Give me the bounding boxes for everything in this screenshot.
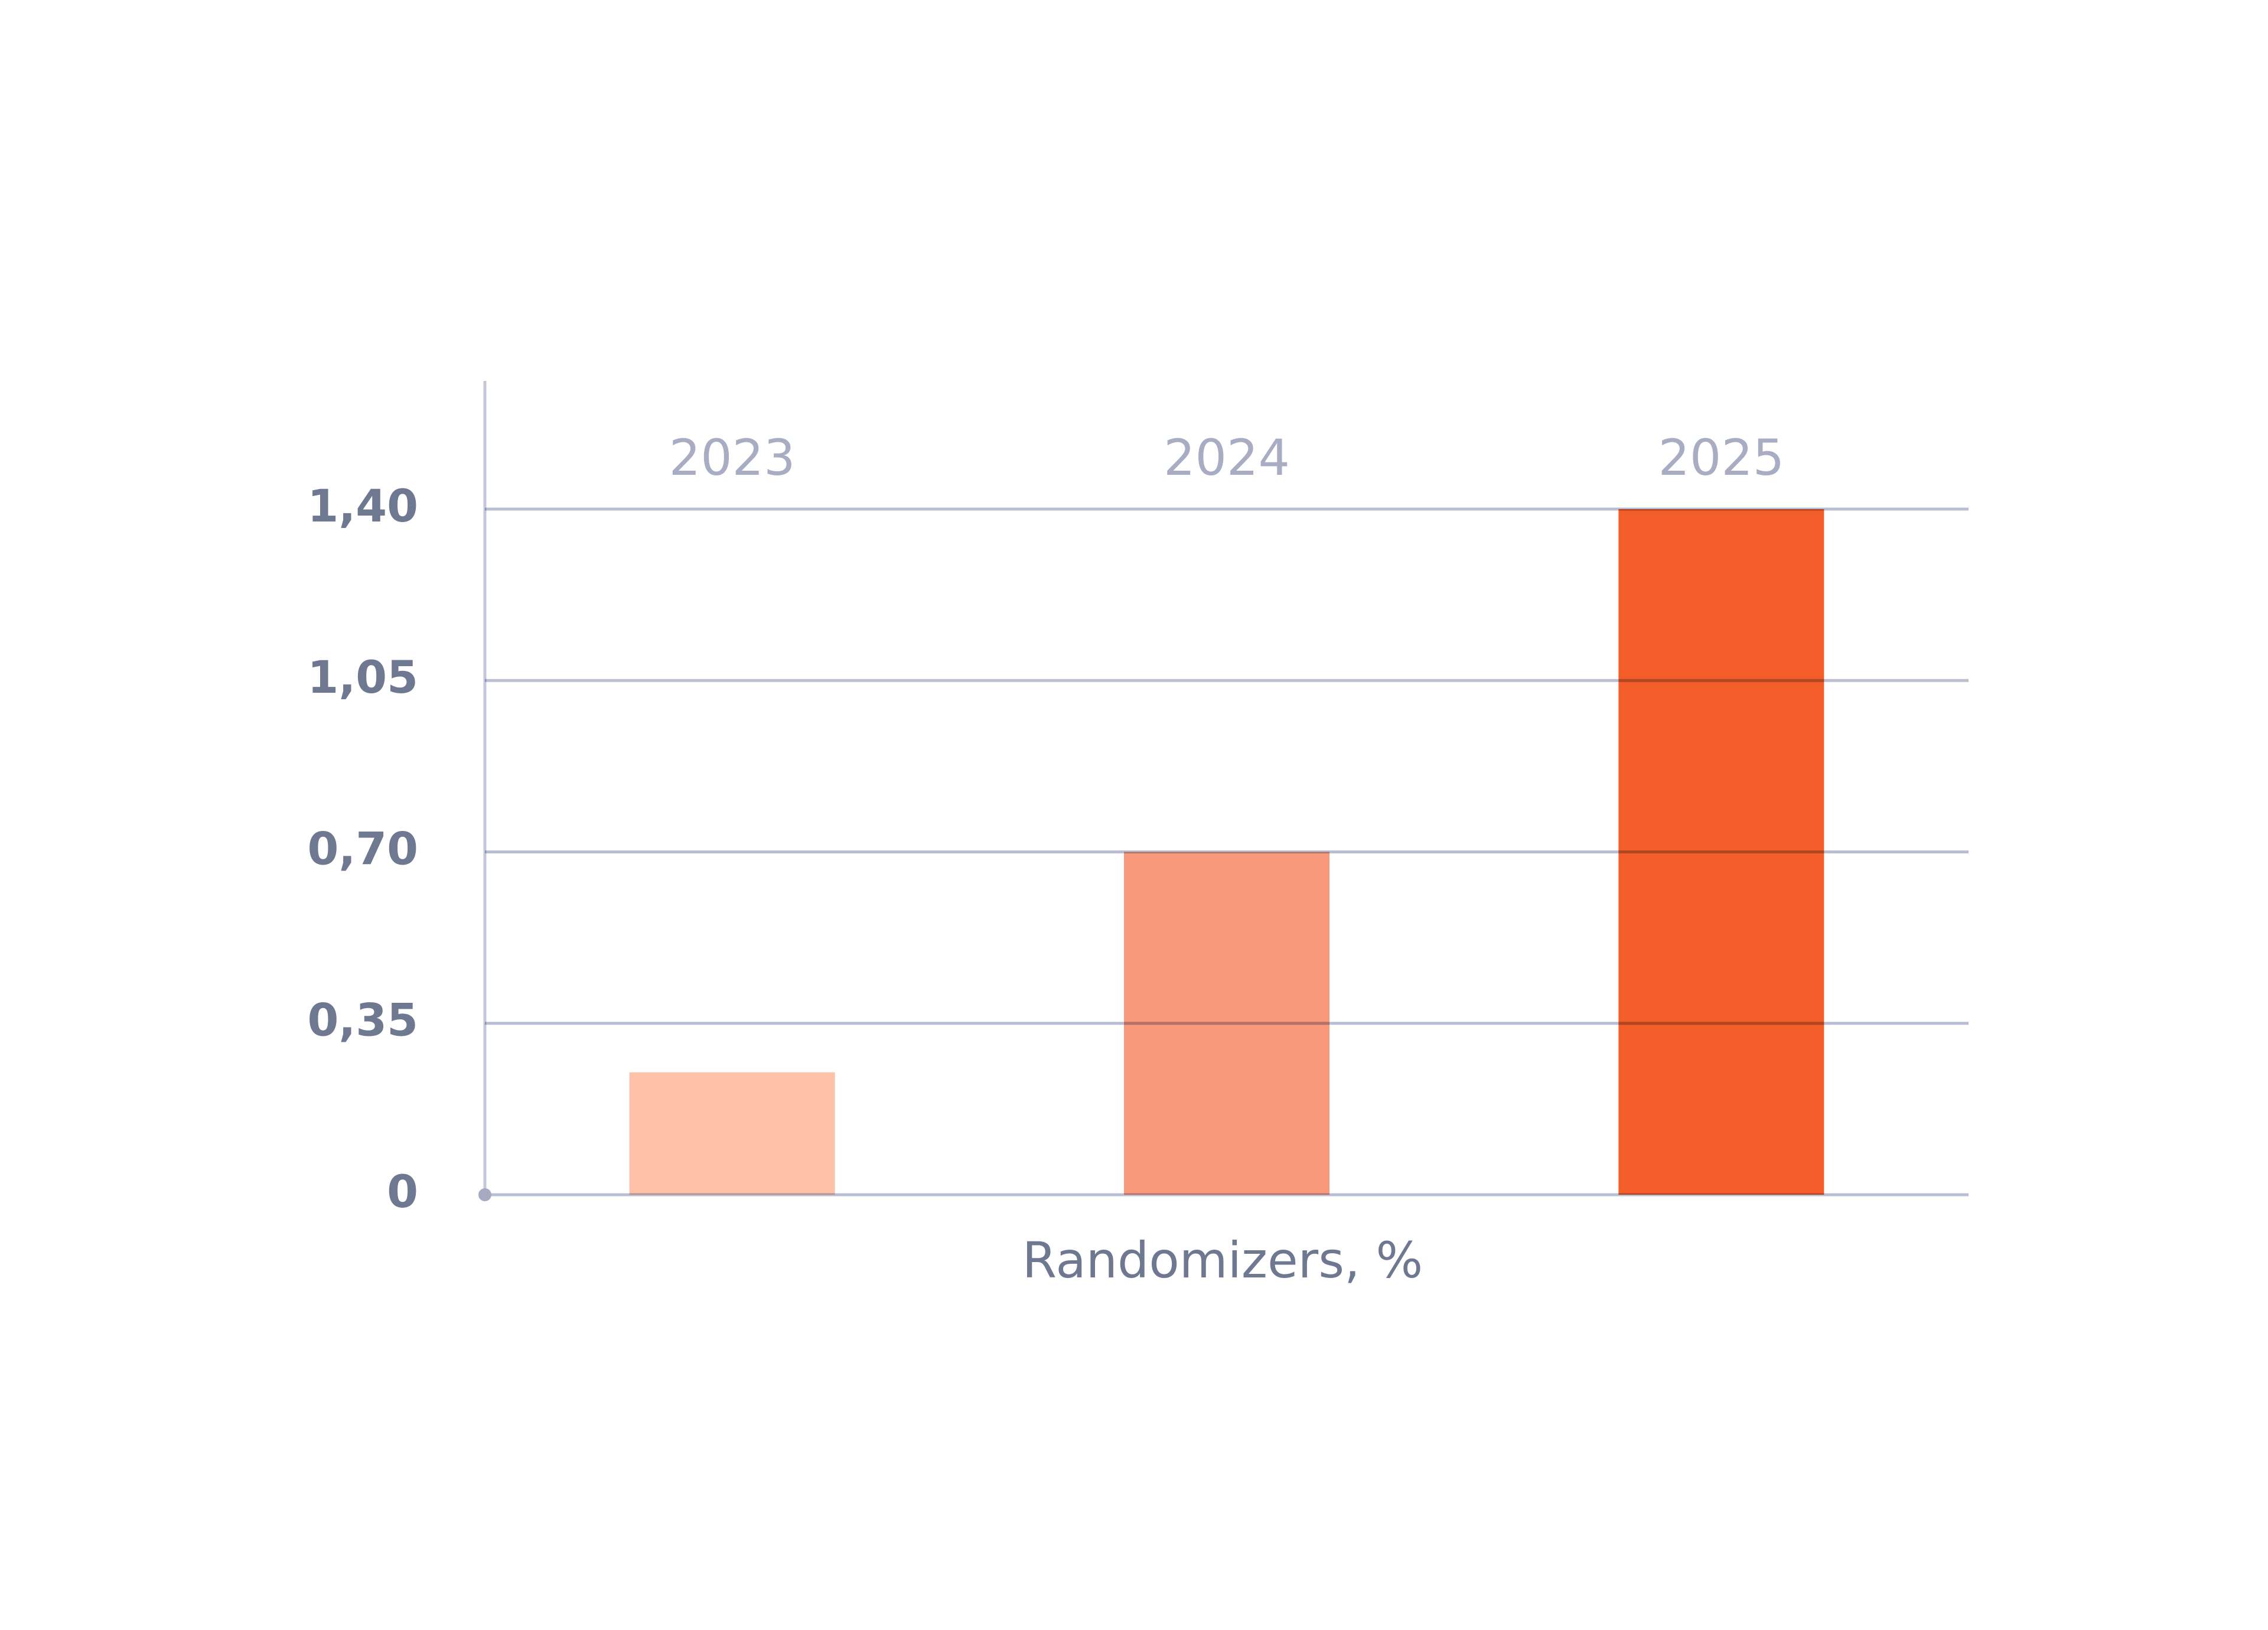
y-tick-label: 0,35 (307, 994, 418, 1047)
y-tick-label: 1,05 (307, 651, 418, 703)
y-tick-label: 0,70 (307, 822, 418, 875)
y-tick-label: 1,40 (307, 480, 418, 532)
x-tick-label: 2025 (1658, 429, 1784, 487)
y-tick-label: 0 (387, 1165, 418, 1218)
axis-origin-dot (478, 1188, 491, 1201)
x-tick-label: 2023 (669, 429, 796, 487)
x-axis-label: Randomizers, % (1022, 1231, 1423, 1289)
x-tick-label: 2024 (1164, 429, 1290, 487)
bar (629, 1072, 835, 1195)
